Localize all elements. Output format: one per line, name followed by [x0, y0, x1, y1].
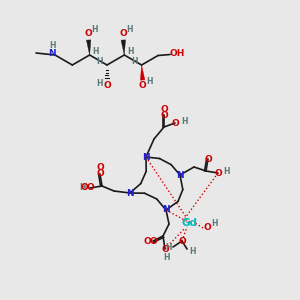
Text: H: H	[212, 220, 218, 229]
Text: O: O	[214, 169, 222, 178]
Text: H: H	[126, 26, 133, 34]
Text: O: O	[96, 164, 104, 172]
Text: N: N	[176, 170, 184, 179]
Text: O: O	[119, 29, 127, 38]
Text: H: H	[131, 58, 138, 67]
Text: H: H	[189, 247, 195, 256]
Text: N: N	[126, 188, 134, 197]
Text: H: H	[97, 79, 103, 88]
Text: O: O	[143, 236, 151, 245]
Text: O: O	[85, 29, 92, 38]
Text: O: O	[171, 118, 179, 127]
Text: O: O	[86, 184, 94, 193]
Text: OH: OH	[169, 49, 185, 58]
Text: H: H	[223, 167, 229, 176]
Text: O: O	[149, 236, 157, 245]
Text: H: H	[181, 118, 187, 127]
Text: H: H	[50, 41, 56, 50]
Text: N: N	[48, 50, 56, 58]
Text: H: H	[92, 26, 98, 34]
Text: N: N	[162, 206, 170, 214]
Text: O: O	[161, 244, 169, 253]
Text: O: O	[139, 82, 146, 91]
Text: H: H	[127, 47, 134, 56]
Text: H: H	[163, 253, 169, 262]
Text: O: O	[160, 104, 168, 113]
Polygon shape	[86, 40, 91, 55]
Text: H: H	[92, 47, 99, 56]
Polygon shape	[140, 65, 145, 80]
Text: H: H	[165, 244, 171, 253]
Text: O: O	[204, 154, 212, 164]
Text: O: O	[178, 236, 186, 245]
Polygon shape	[121, 40, 125, 55]
Text: O: O	[103, 82, 111, 91]
Text: H: H	[146, 76, 153, 85]
Text: O: O	[203, 224, 211, 232]
Text: O: O	[80, 184, 88, 193]
Text: O: O	[160, 110, 168, 119]
Text: Gd: Gd	[182, 218, 198, 228]
Text: H: H	[97, 56, 103, 65]
Text: H: H	[79, 182, 85, 191]
Text: N: N	[142, 152, 150, 161]
Text: O: O	[96, 169, 104, 178]
